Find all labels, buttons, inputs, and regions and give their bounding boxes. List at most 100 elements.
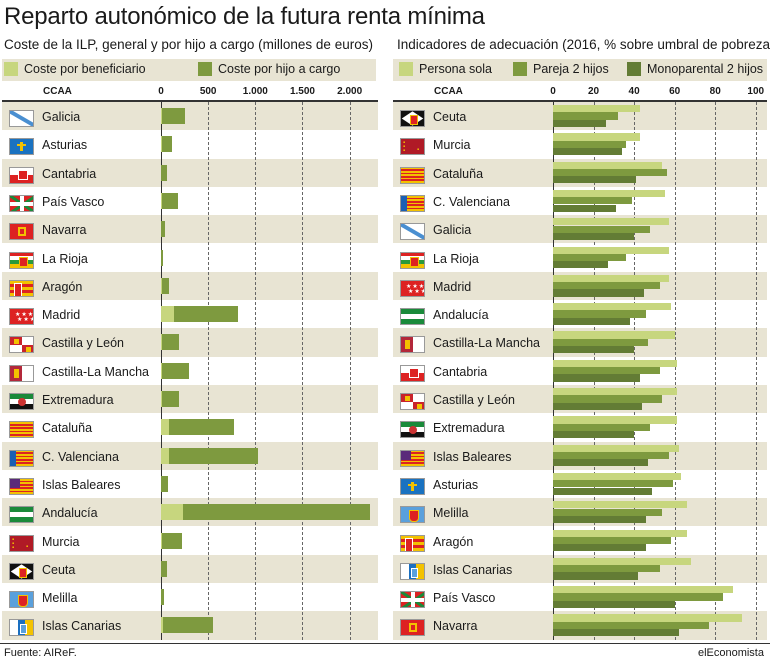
gridline (349, 102, 351, 640)
legend-label: Coste por hijo a cargo (218, 62, 341, 76)
baleares-flag-icon (9, 477, 34, 495)
x-tick-label: 80 (709, 86, 721, 97)
bar-persona-sola-galicia (553, 218, 669, 226)
table-row: La Rioja (393, 244, 767, 272)
legend-label: Pareja 2 hijos (533, 62, 609, 76)
table-row: Aragón (393, 527, 767, 555)
bar-pareja-2-hijos-madrid (553, 282, 661, 290)
gridline (302, 102, 304, 640)
region-label-islas-canarias: Islas Canarias (433, 562, 513, 577)
bar-monoparental-2-hijos-aragon (553, 544, 647, 552)
table-row: Islas Canarias (2, 611, 378, 640)
table-row: Andalucía (393, 300, 767, 328)
bar-coste-por-hijo-a-cargo-cantabria (161, 164, 168, 181)
bar-coste-por-beneficiario-andalucia (161, 504, 183, 521)
x-tick-label: 0 (550, 86, 556, 97)
ceuta-flag-icon (400, 110, 425, 127)
table-row: ▪ ▪ ▪ ▪ Murcia (2, 527, 378, 555)
legend-label: Persona sola (419, 62, 492, 76)
x-tick-label: 0 (158, 86, 164, 97)
bar-coste-por-beneficiario-murcia (161, 532, 163, 549)
region-label-castilla-y-leon: Castilla y León (433, 393, 515, 407)
x-tick-label: 2.000 (337, 86, 363, 97)
table-row: Castilla-La Mancha (2, 357, 378, 385)
bar-persona-sola-castilla-y-leon (553, 388, 677, 396)
table-row: Extremadura (393, 413, 767, 441)
region-label-asturias: Asturias (42, 138, 88, 153)
gridline (715, 102, 717, 640)
table-row: Cantabria (2, 158, 378, 187)
region-label-cataluna: Cataluña (42, 421, 93, 436)
melilla-flag-icon (400, 506, 425, 524)
bar-persona-sola-murcia (553, 133, 641, 141)
region-label-ceuta: Ceuta (433, 110, 467, 124)
bar-monoparental-2-hijos-murcia (553, 147, 622, 156)
table-row: Cataluña (2, 413, 378, 441)
region-label-islas-baleares: Islas Baleares (42, 477, 121, 492)
region-label-castilla-y-leon: Castilla y León (42, 336, 124, 351)
x-tick-label: 500 (199, 86, 217, 97)
region-label-madrid: Madrid (433, 279, 472, 294)
bar-monoparental-2-hijos-islas-canarias (553, 572, 639, 580)
bar-coste-por-beneficiario-galicia (161, 108, 163, 124)
bar-coste-por-hijo-a-cargo-castilla-y-leon (162, 334, 180, 351)
legend-swatch (4, 62, 18, 76)
bar-monoparental-2-hijos-galicia (553, 232, 635, 241)
table-row: ★★★★★★★ Madrid (2, 300, 378, 328)
bar-monoparental-2-hijos-c-valenciana (553, 204, 616, 212)
bar-monoparental-2-hijos-asturias (553, 487, 653, 495)
region-label-navarra: Navarra (42, 223, 87, 238)
bar-persona-sola-navarra (553, 614, 742, 622)
galicia-flag-icon (400, 223, 425, 241)
gridline (674, 102, 676, 640)
legend-label: Monoparental 2 hijos (647, 62, 764, 76)
region-label-melilla: Melilla (433, 506, 469, 521)
aragon-flag-icon (9, 279, 34, 297)
table-row: Asturias (2, 130, 378, 158)
cataluna-flag-icon (9, 421, 34, 439)
bar-persona-sola-cataluna (553, 161, 663, 169)
bar-coste-por-hijo-a-cargo-madrid (174, 306, 239, 323)
x-tick-label: 40 (628, 86, 640, 97)
cyl-flag-icon (400, 393, 425, 410)
table-row: Extremadura (2, 385, 378, 414)
x-tick-label: 1.000 (242, 86, 268, 97)
navarra-flag-icon (9, 223, 34, 241)
bar-persona-sola-extremadura (553, 416, 677, 424)
table-row: Islas Baleares (2, 470, 378, 498)
region-label-extremadura: Extremadura (433, 421, 505, 436)
x-tick-label: 100 (747, 86, 765, 97)
bar-pareja-2-hijos-ceuta (553, 112, 618, 120)
bar-persona-sola-ceuta (553, 105, 641, 113)
bar-persona-sola-madrid (553, 274, 669, 283)
table-row: Asturias (393, 470, 767, 498)
bar-coste-por-hijo-a-cargo-asturias (161, 136, 173, 153)
bar-monoparental-2-hijos-madrid (553, 289, 645, 297)
bar-persona-sola-aragon (553, 529, 687, 537)
bar-persona-sola-asturias (553, 472, 681, 481)
bar-persona-sola-c-valenciana (553, 189, 665, 198)
bar-pareja-2-hijos-murcia (553, 140, 626, 148)
valencia-flag-icon (9, 449, 34, 467)
table-row: País Vasco (2, 187, 378, 215)
source-note: Fuente: AIReF. (4, 647, 77, 659)
bar-coste-por-beneficiario-aragon (161, 277, 162, 294)
region-label-c-valenciana: C. Valenciana (42, 449, 119, 464)
bar-persona-sola-pais-vasco (553, 586, 734, 594)
bar-coste-por-hijo-a-cargo-murcia (162, 532, 183, 549)
bar-coste-por-beneficiario-pais-vasco (161, 192, 162, 209)
column-header: CCAA (43, 86, 72, 97)
bar-coste-por-hijo-a-cargo-islas-canarias (162, 617, 213, 634)
region-label-castilla-la-mancha: Castilla-La Mancha (42, 364, 149, 379)
bar-persona-sola-castilla-la-mancha (553, 331, 675, 339)
bar-coste-por-hijo-a-cargo-pais-vasco (161, 192, 179, 209)
navarra-flag-icon (400, 619, 425, 637)
region-label-aragon: Aragón (42, 279, 83, 294)
madrid-flag-icon: ★★★★★★★ (400, 279, 425, 297)
region-label-galicia: Galicia (42, 110, 81, 124)
region-label-andalucia: Andalucía (42, 506, 98, 521)
bar-pareja-2-hijos-castilla-y-leon (553, 395, 663, 403)
table-row: Aragón (2, 271, 378, 301)
region-label-asturias: Asturias (433, 477, 479, 492)
bar-coste-por-hijo-a-cargo-extremadura (161, 391, 179, 407)
